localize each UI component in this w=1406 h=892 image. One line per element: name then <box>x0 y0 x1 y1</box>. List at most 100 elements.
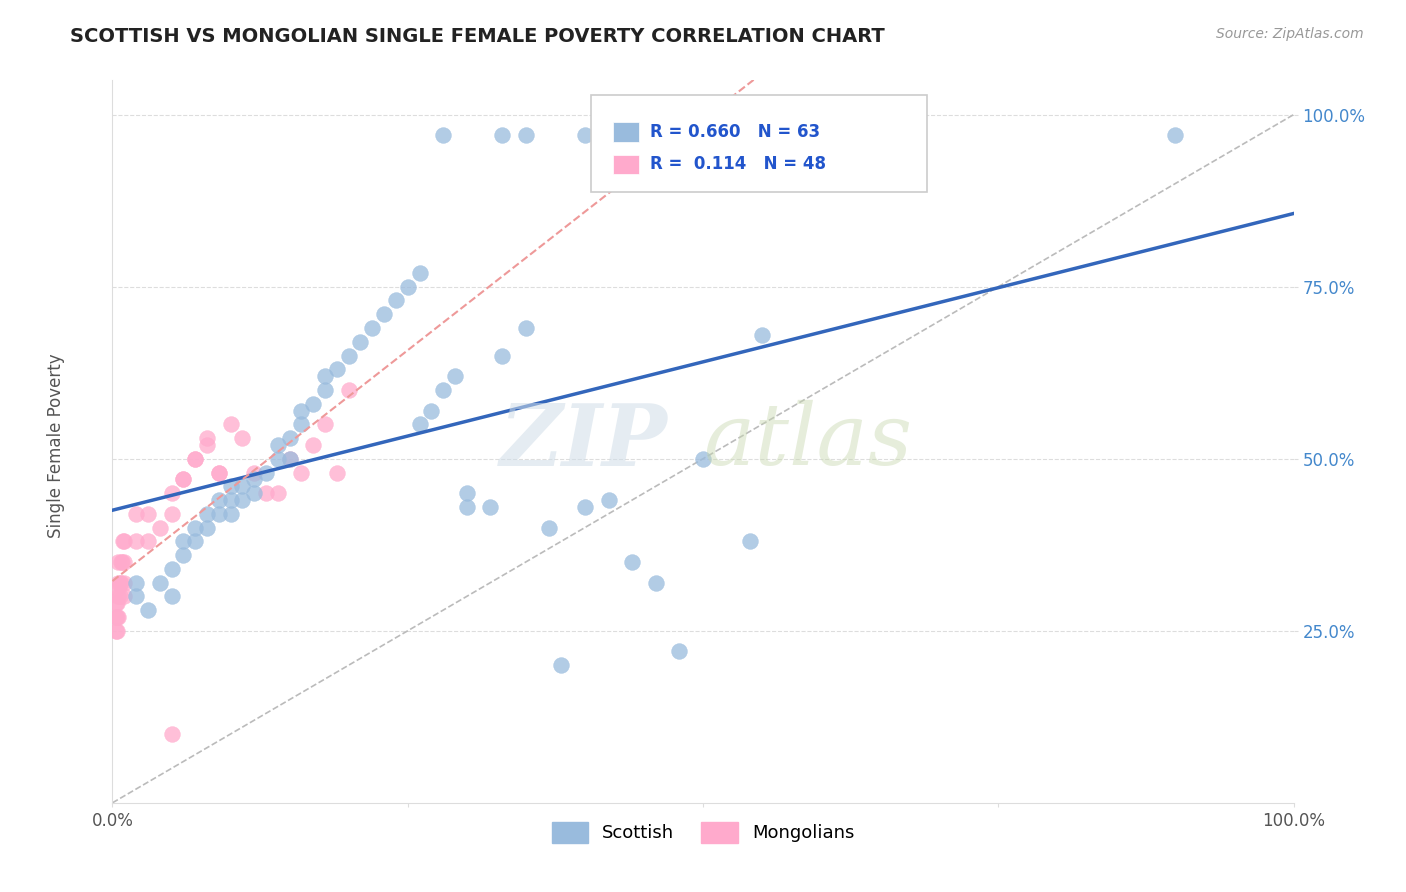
Point <box>408 266 430 280</box>
Point <box>432 128 454 143</box>
Point <box>231 479 253 493</box>
Point <box>337 349 360 363</box>
Point <box>243 472 266 486</box>
Point <box>420 403 443 417</box>
Point <box>172 548 194 562</box>
Point <box>125 590 148 604</box>
Point <box>208 507 231 521</box>
Point <box>208 466 231 480</box>
Point <box>278 431 301 445</box>
Point <box>314 369 336 384</box>
Point <box>160 486 183 500</box>
Point <box>373 307 395 321</box>
Point <box>172 472 194 486</box>
Point <box>149 575 172 590</box>
Point <box>105 624 128 638</box>
Point <box>479 500 502 514</box>
Point <box>160 727 183 741</box>
Point <box>105 596 128 610</box>
Point <box>290 417 312 432</box>
Legend: Scottish, Mongolians: Scottish, Mongolians <box>543 813 863 852</box>
Point <box>125 507 148 521</box>
Point <box>112 534 135 549</box>
Point <box>231 431 253 445</box>
Point <box>668 644 690 658</box>
Point <box>195 520 218 534</box>
Point <box>107 610 129 624</box>
Point <box>160 507 183 521</box>
Point <box>112 555 135 569</box>
Point <box>361 321 384 335</box>
Point <box>219 507 242 521</box>
Point <box>302 438 325 452</box>
Point <box>195 431 218 445</box>
FancyBboxPatch shape <box>591 95 928 193</box>
Point <box>112 534 135 549</box>
Point <box>456 486 478 500</box>
Text: SCOTTISH VS MONGOLIAN SINGLE FEMALE POVERTY CORRELATION CHART: SCOTTISH VS MONGOLIAN SINGLE FEMALE POVE… <box>70 27 884 45</box>
Point <box>107 590 129 604</box>
Point <box>219 493 242 508</box>
Point <box>302 397 325 411</box>
Point <box>267 451 290 466</box>
Point <box>105 610 128 624</box>
Point <box>550 658 572 673</box>
Point <box>107 575 129 590</box>
Point <box>111 555 134 569</box>
Text: Single Female Poverty: Single Female Poverty <box>48 354 65 538</box>
Point <box>125 534 148 549</box>
Point <box>108 590 131 604</box>
Point <box>314 383 336 397</box>
Point <box>231 493 253 508</box>
Point <box>254 466 277 480</box>
Point <box>326 362 349 376</box>
Point <box>184 534 207 549</box>
Point <box>243 486 266 500</box>
Point <box>574 500 596 514</box>
Point <box>396 279 419 293</box>
Point <box>349 334 371 349</box>
Point <box>110 555 132 569</box>
Point <box>751 327 773 342</box>
Point <box>107 555 129 569</box>
Point <box>195 507 218 521</box>
Point <box>538 520 561 534</box>
Point <box>598 493 620 508</box>
Text: atlas: atlas <box>703 401 912 483</box>
Point <box>314 417 336 432</box>
Point <box>136 507 159 521</box>
Point <box>136 534 159 549</box>
Point <box>491 128 513 143</box>
Point <box>208 466 231 480</box>
Point <box>160 590 183 604</box>
Point <box>108 575 131 590</box>
Point <box>456 500 478 514</box>
Point <box>644 575 666 590</box>
Point <box>515 128 537 143</box>
Point <box>385 293 408 308</box>
Text: R =  0.114   N = 48: R = 0.114 N = 48 <box>650 155 825 173</box>
Point <box>105 582 128 597</box>
Point <box>408 417 430 432</box>
Point <box>105 624 128 638</box>
Point <box>491 349 513 363</box>
Point <box>337 383 360 397</box>
Point <box>515 321 537 335</box>
FancyBboxPatch shape <box>613 154 640 174</box>
Point <box>172 534 194 549</box>
Point <box>125 575 148 590</box>
Point <box>110 575 132 590</box>
Point <box>1164 128 1187 143</box>
Point <box>692 451 714 466</box>
Point <box>184 451 207 466</box>
Point <box>621 555 644 569</box>
Point <box>149 520 172 534</box>
Point <box>219 417 242 432</box>
Point <box>740 534 762 549</box>
Point <box>278 451 301 466</box>
Point <box>219 479 242 493</box>
Text: Source: ZipAtlas.com: Source: ZipAtlas.com <box>1216 27 1364 41</box>
FancyBboxPatch shape <box>613 122 640 142</box>
Point <box>290 466 312 480</box>
Point <box>254 486 277 500</box>
